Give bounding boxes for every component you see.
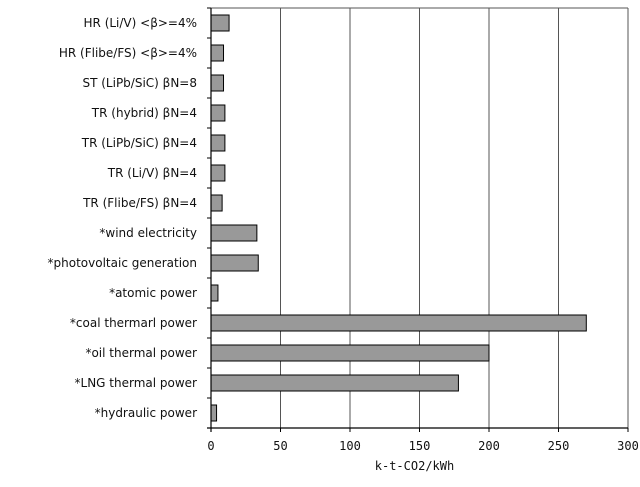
bar <box>210 314 587 332</box>
category-label: *LNG thermal power <box>75 376 198 390</box>
bar <box>210 224 258 242</box>
x-tick-label: 150 <box>409 439 431 453</box>
bar <box>210 404 218 422</box>
category-label: HR (Flibe/FS) <β>=4% <box>59 46 197 60</box>
category-label: TR (Flibe/FS) βN=4 <box>82 196 197 210</box>
category-label: HR (Li/V) <β>=4% <box>84 16 197 30</box>
bar <box>210 194 223 212</box>
x-tick-label: 200 <box>478 439 500 453</box>
category-label: *oil thermal power <box>85 346 197 360</box>
bar <box>210 284 219 302</box>
category-label: *wind electricity <box>99 226 197 240</box>
bar <box>210 44 225 62</box>
bars <box>210 14 587 422</box>
x-tick-label: 250 <box>548 439 570 453</box>
gridlines <box>280 8 629 428</box>
axes <box>207 7 629 432</box>
x-tick-label: 100 <box>339 439 361 453</box>
bar <box>210 254 259 272</box>
bar <box>210 344 490 362</box>
x-tick-label: 0 <box>207 439 214 453</box>
bar <box>210 14 230 32</box>
bar <box>210 164 226 182</box>
bar <box>210 134 226 152</box>
x-tick-labels: 0 50 100 150 200 250 300 <box>207 439 638 453</box>
bar <box>210 104 226 122</box>
category-label: TR (hybrid) βN=4 <box>91 106 197 120</box>
x-axis-title: k-t-CO2/kWh <box>375 459 454 473</box>
x-tick-label: 50 <box>273 439 287 453</box>
category-label: *photovoltaic generation <box>48 256 197 270</box>
bar <box>210 74 225 92</box>
category-label: *atomic power <box>109 286 197 300</box>
category-label: TR (LiPb/SiC) βN=4 <box>81 136 197 150</box>
category-label: *coal thermarl power <box>70 316 197 330</box>
category-labels: HR (Li/V) <β>=4% HR (Flibe/FS) <β>=4% ST (… <box>48 16 198 420</box>
category-label: *hydraulic power <box>95 406 197 420</box>
category-label: TR (Li/V) βN=4 <box>107 166 197 180</box>
x-tick-label: 300 <box>617 439 639 453</box>
bar <box>210 374 459 392</box>
category-label: ST (LiPb/SiC) βN=8 <box>82 76 197 90</box>
